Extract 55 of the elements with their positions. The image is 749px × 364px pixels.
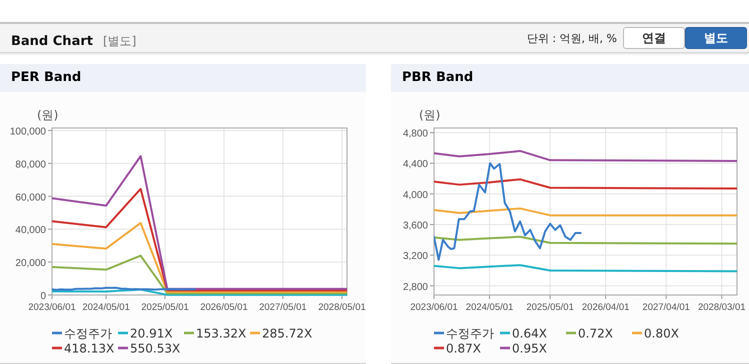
y-axis-title: (원) bbox=[37, 108, 58, 122]
x-tick-label: 2027/04/01 bbox=[642, 302, 690, 313]
y-tick-label: 4,800 bbox=[402, 128, 428, 140]
legend-label: 0.64X bbox=[512, 326, 547, 340]
text: 연결 bbox=[623, 27, 685, 49]
x-tick-label: 2028/05/01 bbox=[318, 302, 366, 313]
legend-label: 0.72X bbox=[578, 326, 613, 340]
y-tick-label: 4,400 bbox=[402, 159, 428, 170]
y-tick-label: 40,000 bbox=[15, 225, 46, 236]
text: 별도 bbox=[685, 27, 747, 49]
line-series bbox=[52, 222, 347, 293]
line-series bbox=[434, 207, 737, 216]
line-series bbox=[434, 178, 737, 190]
chart-title: PBR Band bbox=[391, 64, 749, 92]
y-tick-label: 60,000 bbox=[15, 192, 46, 204]
x-tick-label: 2028/03/01 bbox=[698, 302, 746, 313]
legend-label: 0.87X bbox=[446, 342, 481, 356]
line-series bbox=[434, 264, 737, 272]
legend-label: 153.32X bbox=[196, 326, 246, 340]
x-tick-label: 2025/05/01 bbox=[141, 302, 189, 313]
y-tick-label: 100,000 bbox=[10, 126, 46, 138]
y-tick-label: 3,600 bbox=[402, 220, 428, 232]
y-axis-title: (원) bbox=[419, 108, 440, 122]
chart-title: PER Band bbox=[0, 64, 366, 92]
line-series bbox=[434, 150, 737, 162]
legend-label: 418.13X bbox=[64, 342, 114, 356]
text: 단위 : 억원, 배, % bbox=[526, 31, 617, 46]
legend-label: 수정주가 bbox=[446, 326, 494, 340]
x-tick-label: 2026/05/01 bbox=[200, 302, 248, 313]
line-series bbox=[52, 188, 347, 292]
x-tick-label: 2024/05/01 bbox=[82, 302, 130, 313]
x-tick-label: 2026/04/01 bbox=[582, 302, 630, 313]
text: Band Chart bbox=[11, 34, 93, 49]
x-tick-label: 2023/06/01 bbox=[28, 302, 76, 313]
line-series bbox=[52, 254, 347, 294]
y-tick-label: 20,000 bbox=[15, 258, 46, 270]
line-series bbox=[434, 162, 582, 261]
y-tick-label: 2,800 bbox=[402, 282, 428, 293]
y-tick-label: 80,000 bbox=[15, 159, 46, 170]
legend-label: 0.80X bbox=[644, 326, 679, 340]
legend-label: 20.91X bbox=[130, 326, 173, 340]
legend-label: 550.53X bbox=[130, 342, 180, 356]
legend-label: 수정주가 bbox=[64, 326, 112, 340]
x-tick-label: 2025/05/01 bbox=[526, 302, 574, 313]
text: [별도] bbox=[102, 34, 136, 48]
legend-label: 285.72X bbox=[262, 326, 312, 340]
x-tick-label: 2024/05/01 bbox=[466, 302, 514, 313]
y-tick-label: 4,000 bbox=[402, 190, 428, 201]
x-tick-label: 2027/05/01 bbox=[259, 302, 307, 313]
y-tick-label: 0 bbox=[40, 291, 46, 302]
line-series bbox=[434, 236, 737, 245]
line-series bbox=[52, 155, 347, 290]
x-tick-label: 2023/06/01 bbox=[410, 302, 458, 313]
y-tick-label: 3,200 bbox=[402, 251, 428, 262]
legend-label: 0.95X bbox=[512, 342, 547, 356]
